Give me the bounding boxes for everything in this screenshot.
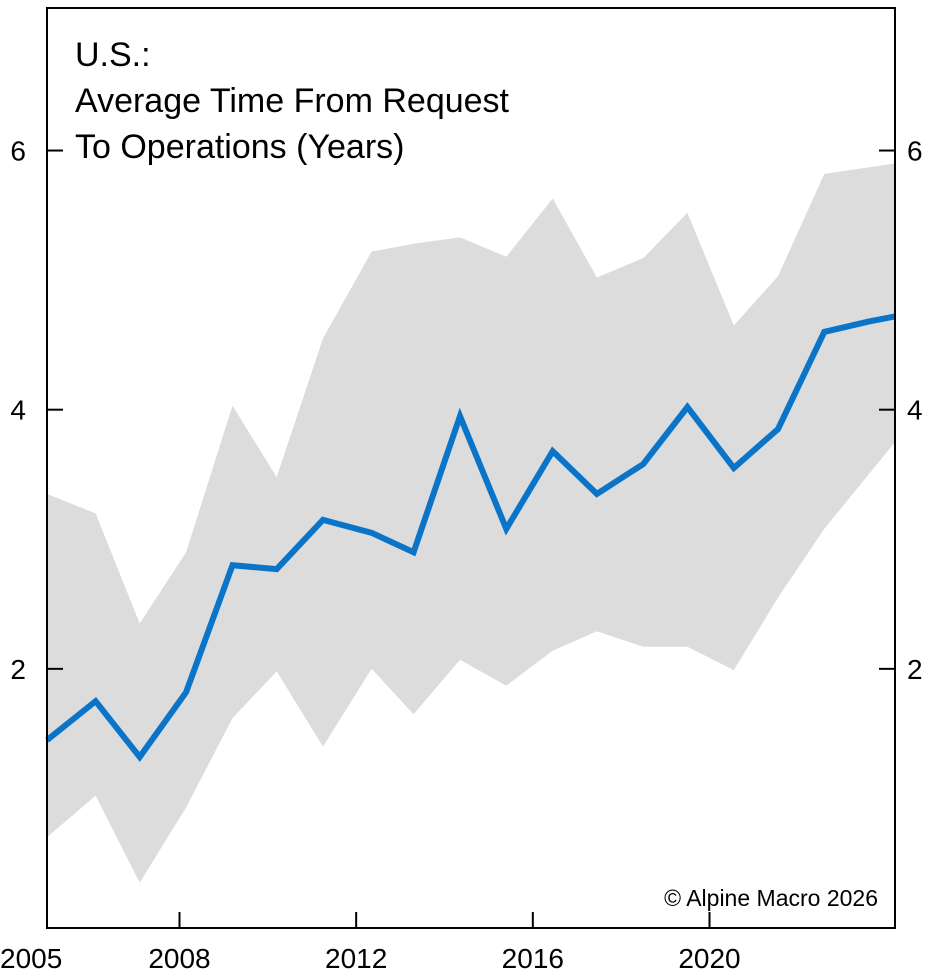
series-line	[45, 313, 896, 762]
y-tick-label-left: 6	[10, 136, 26, 167]
copyright-note: © Alpine Macro 2026	[664, 885, 878, 911]
x-tick-label: 2020	[678, 943, 740, 974]
y-tick-label-left: 4	[10, 395, 26, 426]
chart-title-line-3: To Operations (Years)	[75, 128, 404, 166]
axis-layer: 2 2 4 4 6 6 2005 2008 2012 2016 2020	[0, 136, 923, 974]
x-tick-label: 2005	[0, 943, 62, 974]
x-tick-label: 2012	[325, 943, 387, 974]
series-line-layer	[45, 313, 896, 762]
plot-frame	[46, 7, 896, 929]
range-band-layer	[47, 163, 895, 883]
x-tick-label: 2016	[502, 943, 564, 974]
range-band	[47, 163, 895, 883]
chart-title-line-1: U.S.:	[75, 36, 151, 74]
y-tick-label-right: 2	[907, 654, 923, 685]
x-tick-label: 2008	[148, 943, 210, 974]
y-tick-label-left: 2	[10, 654, 26, 685]
y-tick-label-right: 6	[907, 136, 923, 167]
chart-title-line-2: Average Time From Request	[75, 82, 510, 120]
y-tick-label-right: 4	[907, 395, 923, 426]
